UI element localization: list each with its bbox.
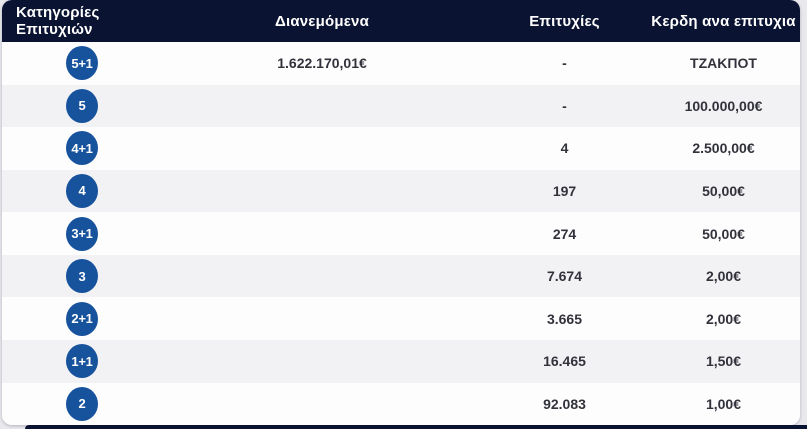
category-cell: 3+1 <box>2 216 162 251</box>
category-cell: 2+1 <box>2 301 162 336</box>
prize-cell: 2,00€ <box>705 310 742 327</box>
table-body: 5+1 1.622.170,01€ - ΤΖΑΚΠΟΤ 5 - 100.000,… <box>2 42 800 425</box>
column-header-distributed: Διανεμόμενα <box>274 12 370 30</box>
prize-cell: 1,50€ <box>705 353 742 370</box>
table-header-row: Κατηγορίες Επιτυχιών Διανεμόμενα Επιτυχί… <box>2 0 800 42</box>
table-row: 2 92.083 1,00€ <box>2 382 800 425</box>
table-row: 5 - 100.000,00€ <box>2 84 800 128</box>
category-badge: 3 <box>66 259 98 294</box>
prize-cell: 1,00€ <box>705 395 742 412</box>
category-cell: 4+1 <box>2 131 162 166</box>
wins-cell: 197 <box>552 182 577 199</box>
wins-cell: 16.465 <box>543 353 586 370</box>
wins-cell: 92.083 <box>543 395 586 412</box>
category-badge: 1+1 <box>66 344 98 379</box>
prize-cell: 50,00€ <box>702 182 745 199</box>
category-badge: 2 <box>66 386 98 421</box>
prize-cell: 2,00€ <box>705 268 742 285</box>
table-row: 3+1 274 50,00€ <box>2 212 800 255</box>
category-badge: 2+1 <box>66 301 98 336</box>
category-cell: 2 <box>2 386 162 421</box>
table-row: 4 197 50,00€ <box>2 169 800 213</box>
category-badge: 4+1 <box>66 131 98 166</box>
category-badge: 3+1 <box>66 216 98 251</box>
lottery-results-table: Κατηγορίες Επιτυχιών Διανεμόμενα Επιτυχί… <box>2 0 800 425</box>
column-header-prize-per-win: Κερδη ανα επιτυχια <box>651 12 796 30</box>
table-row: 3 7.674 2,00€ <box>2 254 800 298</box>
wins-cell: 274 <box>552 225 577 242</box>
prize-cell: 50,00€ <box>702 225 745 242</box>
table-row: 2+1 3.665 2,00€ <box>2 297 800 340</box>
prize-cell: 2.500,00€ <box>692 140 755 157</box>
category-cell: 3 <box>2 259 162 294</box>
distributed-cell: 1.622.170,01€ <box>277 55 367 72</box>
wins-cell: - <box>562 55 567 72</box>
category-cell: 5 <box>2 88 162 123</box>
category-badge: 5 <box>66 88 98 123</box>
column-header-categories: Κατηγορίες Επιτυχιών <box>16 4 100 38</box>
wins-cell: 3.665 <box>546 310 583 327</box>
category-cell: 1+1 <box>2 344 162 379</box>
wins-cell: - <box>562 97 567 114</box>
category-badge: 5+1 <box>66 46 98 81</box>
wins-cell: 4 <box>560 140 569 157</box>
table-row: 4+1 4 2.500,00€ <box>2 127 800 170</box>
next-section-top-edge <box>25 425 807 429</box>
category-cell: 5+1 <box>2 46 162 81</box>
wins-cell: 7.674 <box>546 268 583 285</box>
table-row: 1+1 16.465 1,50€ <box>2 339 800 383</box>
prize-cell: 100.000,00€ <box>684 97 763 114</box>
category-cell: 4 <box>2 173 162 208</box>
category-badge: 4 <box>66 173 98 208</box>
prize-cell: ΤΖΑΚΠΟΤ <box>690 55 757 72</box>
table-row: 5+1 1.622.170,01€ - ΤΖΑΚΠΟΤ <box>2 42 800 85</box>
column-header-wins: Επιτυχίες <box>529 12 600 30</box>
